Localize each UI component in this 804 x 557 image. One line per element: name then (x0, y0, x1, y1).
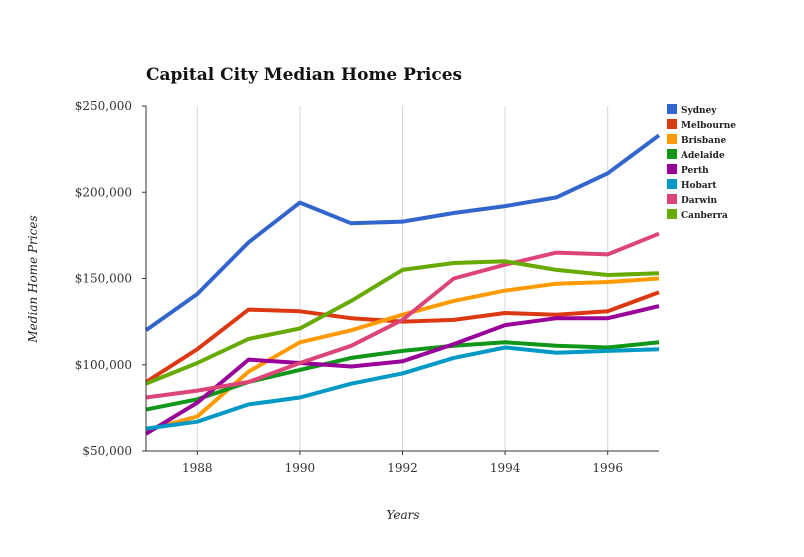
legend-swatch (667, 209, 677, 219)
tick-labels: 1988 1990 1992 1994 1996 $50,000 $100,000 $150,… (75, 99, 623, 475)
legend-swatch (667, 194, 677, 204)
x-tick-label: 1994 (490, 461, 521, 475)
legend-swatch (667, 134, 677, 144)
legend-swatch (667, 164, 677, 174)
legend-label: Adelaide (680, 151, 725, 161)
y-tick-label: $50,000 (82, 444, 132, 458)
chart-title: Capital City Median Home Prices (146, 65, 462, 85)
y-tick-label: $150,000 (75, 272, 132, 286)
legend-item-melbourne: Melbourne (667, 119, 736, 131)
legend-item-perth: Perth (667, 164, 709, 176)
legend-label: Melbourne (681, 121, 736, 131)
legend-item-sydney: Sydney (667, 104, 717, 116)
legend-item-brisbane: Brisbane (667, 134, 727, 146)
y-tick-label: $100,000 (75, 358, 132, 372)
legend-label: Brisbane (681, 136, 727, 146)
y-tick-label: $250,000 (75, 99, 132, 113)
x-tick-label: 1988 (182, 461, 213, 475)
legend-item-canberra: Canberra (667, 209, 728, 221)
series-lines (144, 133, 661, 436)
legend-label: Sydney (681, 106, 717, 116)
legend-swatch (667, 104, 677, 114)
series-line-sydney (144, 133, 661, 332)
legend-swatch (667, 179, 677, 189)
series-line-adelaide (145, 340, 660, 412)
y-axis-title: Median Home Prices (26, 215, 40, 343)
x-tick-label: 1996 (592, 461, 623, 475)
series-line-canberra (145, 259, 660, 386)
series-line-perth (144, 304, 660, 436)
legend-label: Canberra (681, 211, 728, 221)
legend-label: Perth (681, 166, 709, 176)
legend-item-adelaide: Adelaide (667, 149, 725, 161)
y-tick-label: $200,000 (75, 185, 132, 199)
legend-swatch (667, 149, 677, 159)
x-tick-label: 1992 (387, 461, 418, 475)
legend-swatch (667, 119, 677, 129)
x-axis-title: Years (386, 508, 419, 522)
legend-label: Darwin (681, 196, 718, 206)
legend-label: Hobart (681, 181, 717, 191)
series-line-darwin (145, 231, 660, 400)
series-line-hobart (145, 345, 660, 431)
legend-item-darwin: Darwin (667, 194, 718, 206)
x-tick-label: 1990 (285, 461, 316, 475)
grid (196, 106, 609, 451)
legend-item-hobart: Hobart (667, 179, 717, 191)
legend: Sydney Melbourne Brisbane Adelaide Perth Hoba… (667, 104, 736, 221)
